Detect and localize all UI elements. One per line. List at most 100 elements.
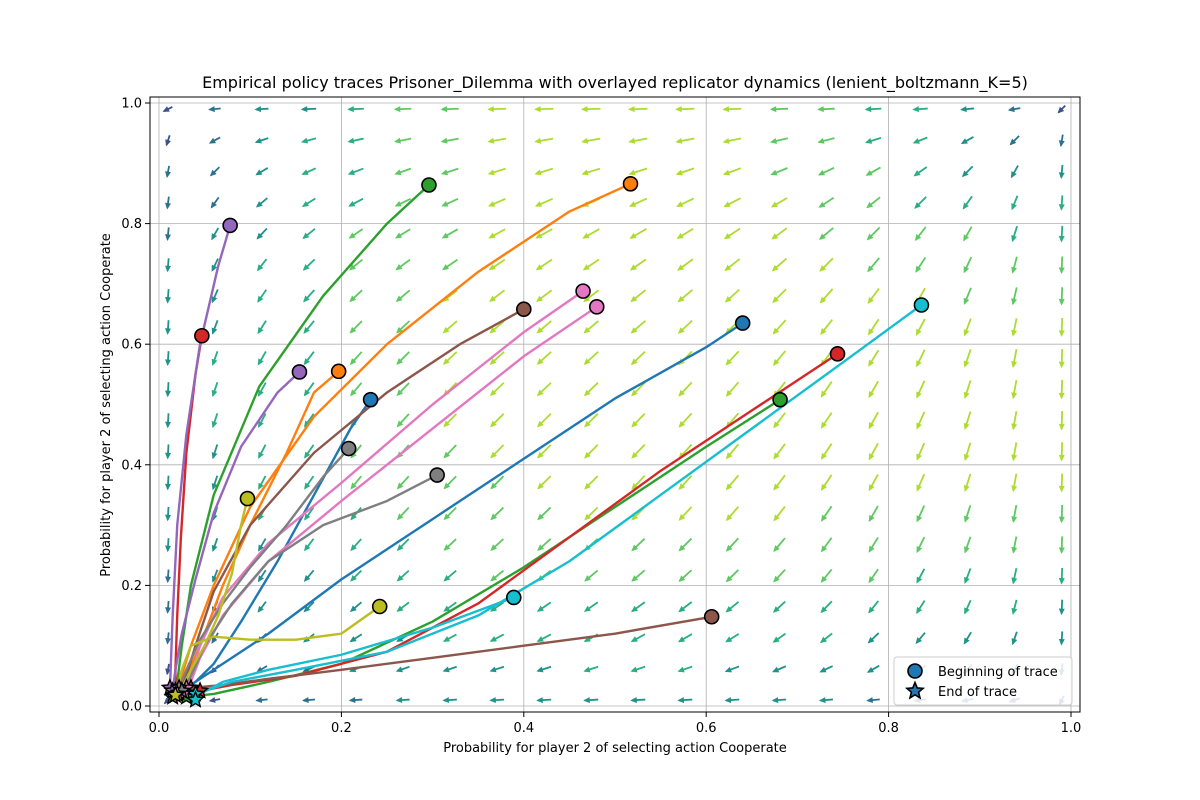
quiver-arrow-head [211, 636, 218, 644]
quiver-arrow-head [301, 200, 309, 207]
quiver-arrow-head [584, 420, 591, 428]
quiver-arrow-head [818, 233, 826, 240]
quiver-arrow-head [443, 451, 451, 459]
quiver-arrow-head [630, 358, 638, 366]
quiver-arrow-head [394, 200, 402, 207]
quiver-arrow-head [724, 296, 732, 303]
quiver-arrow-head [304, 544, 311, 552]
quiver-arrow-head [209, 169, 217, 177]
quiver-arrow-head [868, 359, 875, 367]
quiver-arrow-head [628, 137, 636, 144]
quiver-arrow-head [628, 106, 635, 113]
quiver-arrow-head [819, 265, 827, 272]
quiver-arrow-head [963, 515, 970, 523]
quiver-arrow-head [1011, 485, 1018, 493]
quiver-arrow-head [489, 295, 497, 302]
quiver-arrow-head [208, 697, 216, 703]
quiver-arrow-head [257, 295, 264, 303]
quiver-arrow-head [441, 201, 449, 207]
trace-start-marker [505, 589, 522, 606]
quiver-arrow-head [1011, 516, 1018, 524]
quiver-arrow-head [773, 483, 780, 491]
quiver-arrow-head [963, 329, 970, 337]
quiver-arrow-head [211, 389, 218, 398]
quiver-arrow-head [963, 484, 970, 492]
quiver-arrow-head [818, 697, 826, 704]
trace-line [171, 370, 301, 693]
quiver-arrow-head [583, 636, 591, 642]
quiver-arrow-head [442, 666, 450, 673]
quiver-arrow-head [396, 605, 404, 612]
quiver-arrow-head [255, 201, 263, 208]
quiver-arrow-head [772, 606, 780, 613]
quiver-arrow-head [773, 421, 780, 429]
trace-start-marker [222, 217, 238, 234]
trace-line [185, 321, 744, 690]
quiver-arrow-head [771, 264, 779, 272]
trace-line [185, 398, 782, 699]
quiver-arrow-head [820, 606, 828, 614]
quiver-arrow-head [631, 420, 638, 428]
quiver-arrow-head [817, 106, 824, 113]
quiver-arrow-head [725, 544, 733, 552]
chart-title: Empirical policy traces Prisoner_Dilemma… [202, 73, 1028, 93]
quiver-arrow-head [303, 575, 311, 582]
trace-start-marker [772, 391, 788, 408]
legend-box [893, 656, 1073, 706]
trace-start-marker [622, 176, 639, 192]
quiver-arrow-head [304, 451, 311, 459]
trace-start-marker [515, 301, 532, 318]
quiver-arrow-head [1011, 607, 1018, 615]
quiver-arrow-head [725, 636, 733, 643]
quiver-arrow-head [722, 106, 730, 113]
quiver-arrow-head [819, 296, 827, 304]
quiver-arrow-head [866, 233, 874, 241]
quiver-arrow-head [165, 359, 172, 367]
x-tick-label: 0.2 [331, 721, 352, 736]
quiver-arrow-head [488, 232, 496, 239]
quiver-arrow-head [255, 697, 263, 703]
legend-end-label: End of trace [938, 685, 1017, 700]
quiver-arrow-head [678, 420, 686, 428]
quiver-arrow-head [916, 453, 922, 461]
quiver-arrow-head [304, 482, 311, 490]
quiver-arrow-head [537, 451, 544, 459]
quiver-arrow-head [536, 666, 544, 673]
quiver-arrow-head [581, 137, 589, 144]
quiver-arrow-head [867, 636, 875, 644]
quiver-arrow-head [165, 328, 172, 335]
quiver-arrow-head [258, 482, 264, 490]
quiver-arrow-head [254, 137, 262, 144]
quiver-arrow-head [396, 636, 404, 642]
quiver-arrow-head [537, 544, 545, 551]
quiver-arrow-head [396, 482, 404, 490]
quiver-arrow-head [725, 514, 733, 522]
quiver-arrow-head [912, 138, 920, 144]
quiver-arrow-head [771, 233, 779, 240]
quiver-arrow-head [536, 389, 544, 397]
quiver-arrow-head [396, 389, 404, 397]
quiver-arrow-head [396, 574, 404, 582]
quiver-arrow-head [211, 483, 218, 491]
quiver-arrow-head [676, 201, 684, 207]
quiver-arrow-head [1011, 329, 1018, 337]
quiver-arrow-head [258, 420, 264, 428]
quiver-arrow-head [535, 232, 543, 239]
trace-start-marker [340, 440, 357, 457]
quiver-arrow-head [866, 666, 875, 673]
quiver-arrow-head [165, 234, 171, 241]
quiver-arrow-head [582, 264, 590, 271]
quiver-arrow-head [772, 358, 780, 366]
quiver-arrow-head [537, 513, 544, 521]
quiver-arrow-head [724, 666, 732, 673]
quiver-arrow-head [867, 328, 875, 336]
quiver-arrow-head [960, 138, 968, 145]
quiver-arrow-head [257, 327, 264, 335]
quiver-arrow-head [395, 232, 403, 239]
quiver-arrow-head [820, 483, 828, 491]
quiver-arrow-head [915, 328, 922, 336]
x-tick-label: 0.0 [149, 721, 170, 736]
quiver-arrow-head [211, 264, 218, 272]
quiver-arrow-head [301, 169, 309, 175]
y-tick-label: 0.8 [121, 217, 142, 232]
